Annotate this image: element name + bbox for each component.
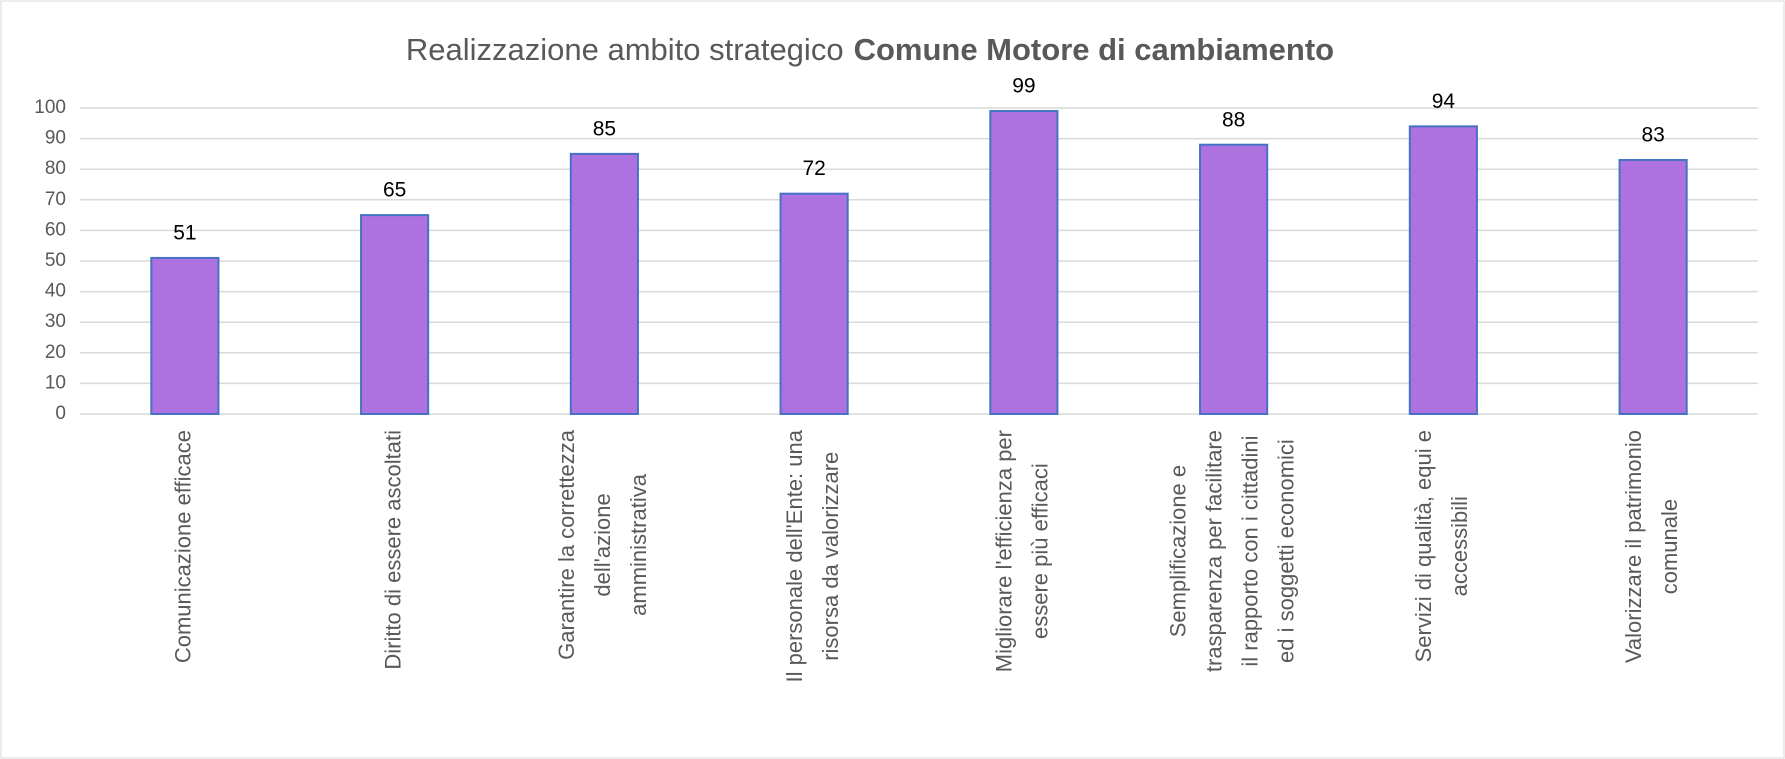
x-tick-label: Migliorare l'efficienza per	[992, 430, 1017, 672]
y-tick-label: 20	[45, 342, 66, 363]
data-label: 88	[1222, 108, 1245, 131]
bar	[360, 214, 430, 415]
data-label: 85	[593, 117, 616, 140]
data-label: 99	[1012, 75, 1035, 98]
bar	[779, 192, 849, 415]
x-tick-label: trasparenza per facilitare	[1201, 430, 1226, 672]
x-tick-label: Diritto di essere ascoltati	[380, 430, 405, 670]
data-label: 94	[1432, 90, 1456, 113]
bar	[150, 256, 220, 415]
bar	[1618, 159, 1688, 415]
y-tick-label: 50	[45, 250, 66, 271]
x-tick-label: il rapporto con i cittadini	[1237, 436, 1262, 667]
x-tick-label: Valorizzare il patrimonio	[1621, 430, 1646, 663]
y-tick-label: 100	[34, 97, 66, 118]
chart-title: Realizzazione ambito strategico Comune Mo…	[406, 32, 1334, 67]
y-tick-label: 10	[45, 372, 66, 393]
x-tick-label: amministrativa	[626, 473, 651, 616]
bar	[1408, 125, 1478, 416]
y-tick-label: 80	[45, 158, 66, 179]
y-tick-label: 0	[55, 403, 66, 424]
x-tick-label: Servizi di qualità, equi e	[1411, 430, 1436, 662]
y-tick-label: 90	[45, 128, 66, 149]
y-tick-label: 70	[45, 189, 66, 210]
data-label: 83	[1641, 124, 1664, 147]
x-tick-label: Comunicazione efficace	[171, 430, 196, 663]
bar	[989, 110, 1059, 415]
y-tick-label: 30	[45, 311, 66, 332]
title-normal: Realizzazione ambito strategico	[406, 32, 844, 67]
x-tick-label: accessibili	[1447, 496, 1472, 596]
data-label: 65	[383, 179, 406, 202]
x-tick-label: essere più efficaci	[1028, 463, 1053, 639]
x-tick-label: Garantire la correttezza	[554, 429, 579, 660]
title-bold: Comune Motore di cambiamento	[854, 32, 1335, 67]
x-tick-label: ed i soggetti economici	[1273, 439, 1298, 663]
data-label: 51	[173, 221, 196, 244]
y-tick-label: 40	[45, 281, 66, 302]
data-label: 72	[802, 157, 825, 180]
x-tick-label: Il personale dell'Ente: una	[782, 429, 807, 682]
x-tick-label: comunale	[1657, 499, 1682, 594]
x-tick-label: dell'azione	[590, 493, 615, 596]
y-tick-label: 60	[45, 219, 66, 240]
x-tick-label: risorsa da valorizzare	[818, 452, 843, 661]
bar	[569, 152, 639, 415]
x-tick-label: Semplificazione e	[1165, 465, 1190, 637]
bar	[1199, 143, 1269, 415]
